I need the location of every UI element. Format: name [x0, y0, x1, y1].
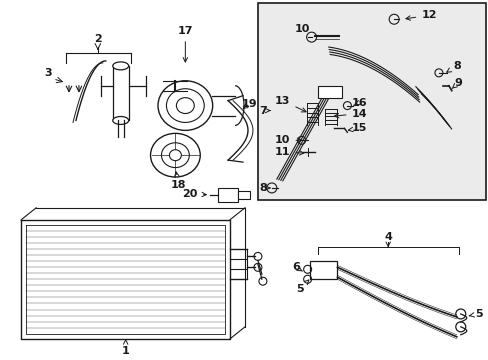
- Text: 19: 19: [242, 99, 257, 109]
- Text: 18: 18: [170, 172, 186, 190]
- Ellipse shape: [113, 117, 128, 125]
- Text: 10: 10: [275, 135, 301, 145]
- Ellipse shape: [169, 150, 181, 161]
- Text: 17: 17: [177, 26, 193, 62]
- Text: 6: 6: [291, 262, 302, 272]
- Text: 5: 5: [295, 280, 308, 294]
- Text: 20: 20: [182, 189, 206, 199]
- Text: 8: 8: [446, 61, 460, 72]
- Ellipse shape: [150, 133, 200, 177]
- Bar: [113, 66, 128, 121]
- Text: 15: 15: [347, 123, 366, 134]
- Text: 7: 7: [259, 105, 269, 116]
- Text: 9: 9: [451, 78, 462, 89]
- Bar: [309, 261, 337, 279]
- Text: 3: 3: [44, 68, 52, 78]
- Text: 4: 4: [384, 231, 391, 247]
- Ellipse shape: [176, 98, 194, 113]
- Ellipse shape: [113, 62, 128, 70]
- Bar: [238, 191, 249, 199]
- Text: 14: 14: [334, 108, 366, 118]
- Bar: [317, 86, 342, 98]
- Bar: [257, 3, 485, 200]
- Text: 12: 12: [405, 10, 436, 20]
- Text: 8: 8: [259, 183, 269, 193]
- Ellipse shape: [161, 143, 189, 168]
- Text: 2: 2: [94, 34, 102, 44]
- Ellipse shape: [158, 81, 212, 130]
- Ellipse shape: [166, 89, 204, 122]
- Text: 10: 10: [294, 24, 310, 34]
- Text: 11: 11: [274, 147, 303, 157]
- Bar: [218, 188, 238, 202]
- Text: 1: 1: [122, 340, 129, 356]
- Text: 13: 13: [275, 96, 305, 112]
- Text: 16: 16: [351, 98, 366, 108]
- Text: 5: 5: [468, 309, 482, 319]
